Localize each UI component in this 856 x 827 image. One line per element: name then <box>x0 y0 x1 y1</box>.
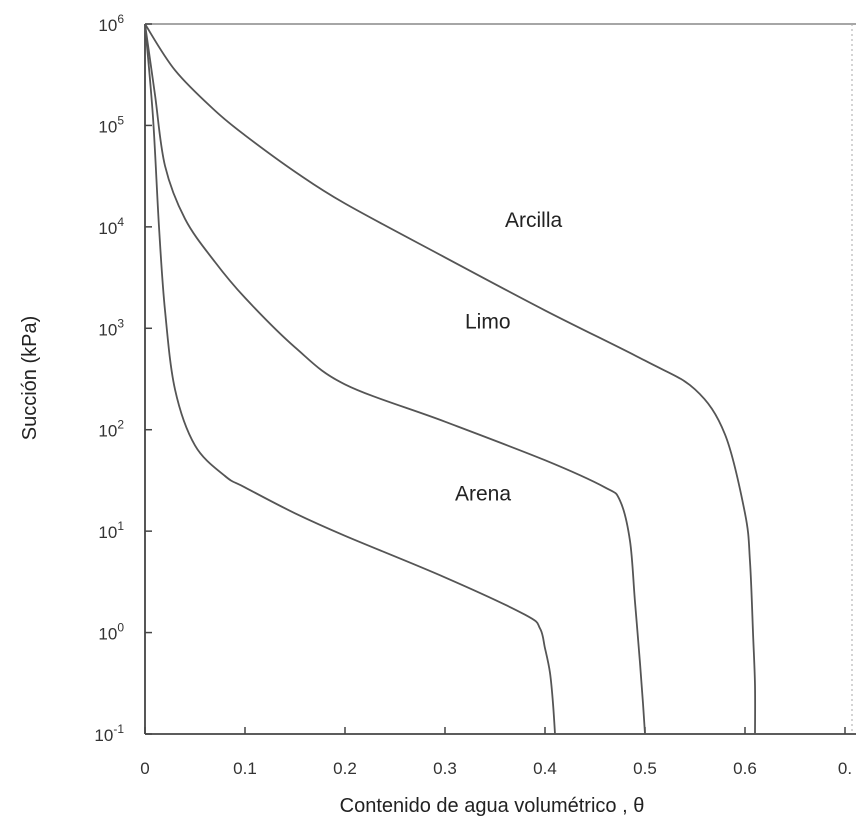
curves <box>144 23 757 735</box>
y-tick-label: 106 <box>98 12 124 35</box>
x-tick-label: 0.4 <box>533 759 557 778</box>
y-tick-label: 102 <box>98 418 124 441</box>
curve-limo <box>144 23 646 735</box>
y-tick-base: 10 <box>98 219 117 238</box>
x-tick-label: 0.1 <box>233 759 257 778</box>
y-tick-base: 10 <box>98 422 117 441</box>
curve-annotations: Arcilla Limo Arena <box>455 209 562 506</box>
y-tick-label: 100 <box>98 621 124 644</box>
label-limo: Limo <box>465 310 511 333</box>
label-arena: Arena <box>455 483 511 506</box>
y-tick-exponent: 1 <box>117 519 124 533</box>
y-axis-title: Succión (kPa) <box>19 316 41 441</box>
x-tick-label: 0.5 <box>633 759 657 778</box>
y-tick-exponent: 2 <box>117 418 124 432</box>
label-arcilla: Arcilla <box>505 209 562 232</box>
y-tick-base: 10 <box>98 523 117 542</box>
y-tick-base: 10 <box>98 16 117 35</box>
y-tick-label: 103 <box>98 316 124 339</box>
y-tick-exponent: 6 <box>117 12 124 26</box>
y-tick-base: 10 <box>98 320 117 339</box>
y-tick-label: 104 <box>98 215 124 238</box>
curve-arena <box>144 23 556 735</box>
y-tick-exponent: 4 <box>117 215 124 229</box>
y-tick-label: 10-1 <box>94 722 124 745</box>
y-tick-exponent: 3 <box>117 316 124 330</box>
y-tick-base: 10 <box>94 726 113 745</box>
y-tick-base: 10 <box>98 625 117 644</box>
curve-arcilla <box>144 23 757 735</box>
x-tick-label: 0. <box>838 759 852 778</box>
x-axis-ticks: 0 0.1 0.2 0.3 0.4 0.5 0.6 0. <box>140 727 852 778</box>
x-tick-label: 0.6 <box>733 759 757 778</box>
plot-frame <box>144 23 856 735</box>
x-tick-label: 0 <box>140 759 149 778</box>
x-axis-title: Contenido de agua volumétrico , θ <box>340 795 645 817</box>
y-tick-label: 101 <box>98 519 124 542</box>
y-tick-label: 105 <box>98 113 124 136</box>
y-tick-exponent: -1 <box>113 722 124 736</box>
y-tick-exponent: 0 <box>117 621 124 635</box>
y-tick-exponent: 5 <box>117 113 124 127</box>
x-tick-label: 0.3 <box>433 759 457 778</box>
y-tick-base: 10 <box>98 117 117 136</box>
x-tick-label: 0.2 <box>333 759 357 778</box>
